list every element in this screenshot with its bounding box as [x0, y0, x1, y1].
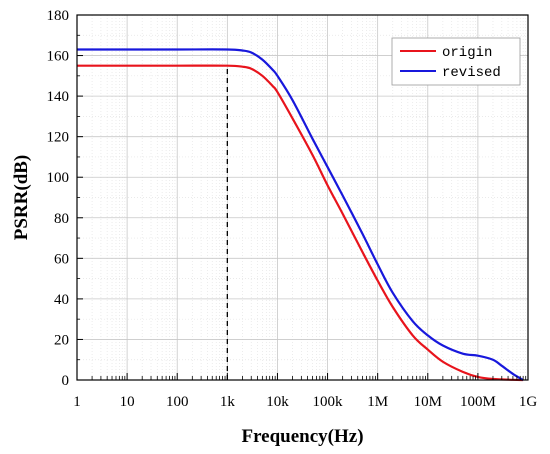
x-axis-title: Frequency(Hz) — [241, 426, 363, 447]
y-tick-label: 180 — [47, 8, 70, 24]
y-tick-label: 20 — [54, 332, 69, 348]
legend-box — [391, 37, 521, 86]
y-tick-label: 100 — [47, 170, 70, 186]
x-tick-label: 1G — [519, 394, 538, 410]
y-tick-label: 60 — [54, 251, 69, 267]
x-tick-label: 10k — [266, 394, 289, 410]
y-tick-label: 160 — [47, 49, 70, 65]
x-tick-label: 10M — [414, 394, 442, 410]
x-tick-label: 100M — [460, 394, 496, 410]
y-tick-label: 120 — [47, 130, 70, 146]
y-tick-label: 0 — [62, 373, 70, 389]
x-tick-label: 100 — [166, 394, 189, 410]
x-tick-label: 1k — [220, 394, 236, 410]
legend-label-origin: origin — [442, 45, 492, 61]
y-tick-label: 80 — [54, 211, 69, 227]
y-tick-label: 140 — [47, 89, 70, 105]
x-tick-labels: 1 10 100 1k 10k 100k 1M 10M 100M 1G — [73, 394, 537, 410]
y-tick-label: 40 — [54, 292, 69, 308]
y-axis-title: PSRR(dB) — [11, 155, 32, 241]
y-tick-labels: 0 20 40 60 80 100 120 140 160 180 — [47, 8, 70, 389]
series-line-origin — [77, 64, 524, 382]
legend-label-revised: revised — [442, 65, 501, 81]
axis-ticks — [76, 14, 529, 381]
x-tick-label: 10 — [120, 394, 135, 410]
x-tick-label: 1M — [367, 394, 388, 410]
legend: origin revised — [391, 37, 521, 86]
x-tick-label: 100k — [313, 394, 344, 410]
series-line-revised — [77, 48, 524, 381]
series-lines — [77, 48, 524, 382]
x-tick-label: 1 — [73, 394, 81, 410]
